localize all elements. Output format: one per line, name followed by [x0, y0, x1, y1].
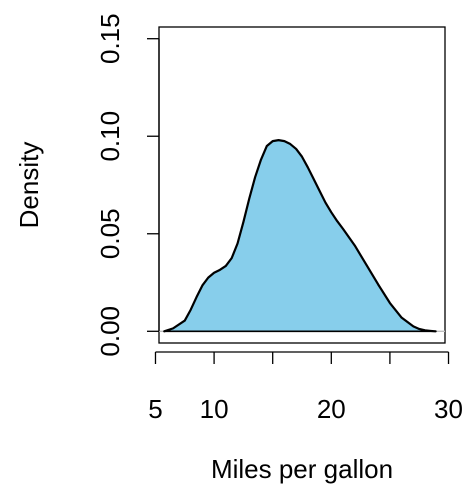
y-tick-label: 0.10 — [95, 111, 125, 162]
x-axis-label: Miles per gallon — [211, 454, 393, 484]
x-tick-label: 10 — [200, 394, 229, 424]
density-area-fill — [164, 140, 436, 332]
y-tick-label: 0.00 — [95, 306, 125, 357]
x-axis: 5 10 20 30 — [148, 351, 463, 424]
x-tick-label: 30 — [434, 394, 463, 424]
y-axis: 0.00 0.05 0.10 0.15 — [95, 13, 160, 357]
density-area-layer — [159, 139, 445, 333]
y-axis-label: Density — [14, 142, 44, 229]
x-tick-label: 5 — [148, 394, 162, 424]
x-tick-label: 20 — [317, 394, 346, 424]
density-curve — [163, 139, 437, 333]
y-tick-label: 0.05 — [95, 208, 125, 259]
y-tick-label: 0.15 — [95, 13, 125, 64]
